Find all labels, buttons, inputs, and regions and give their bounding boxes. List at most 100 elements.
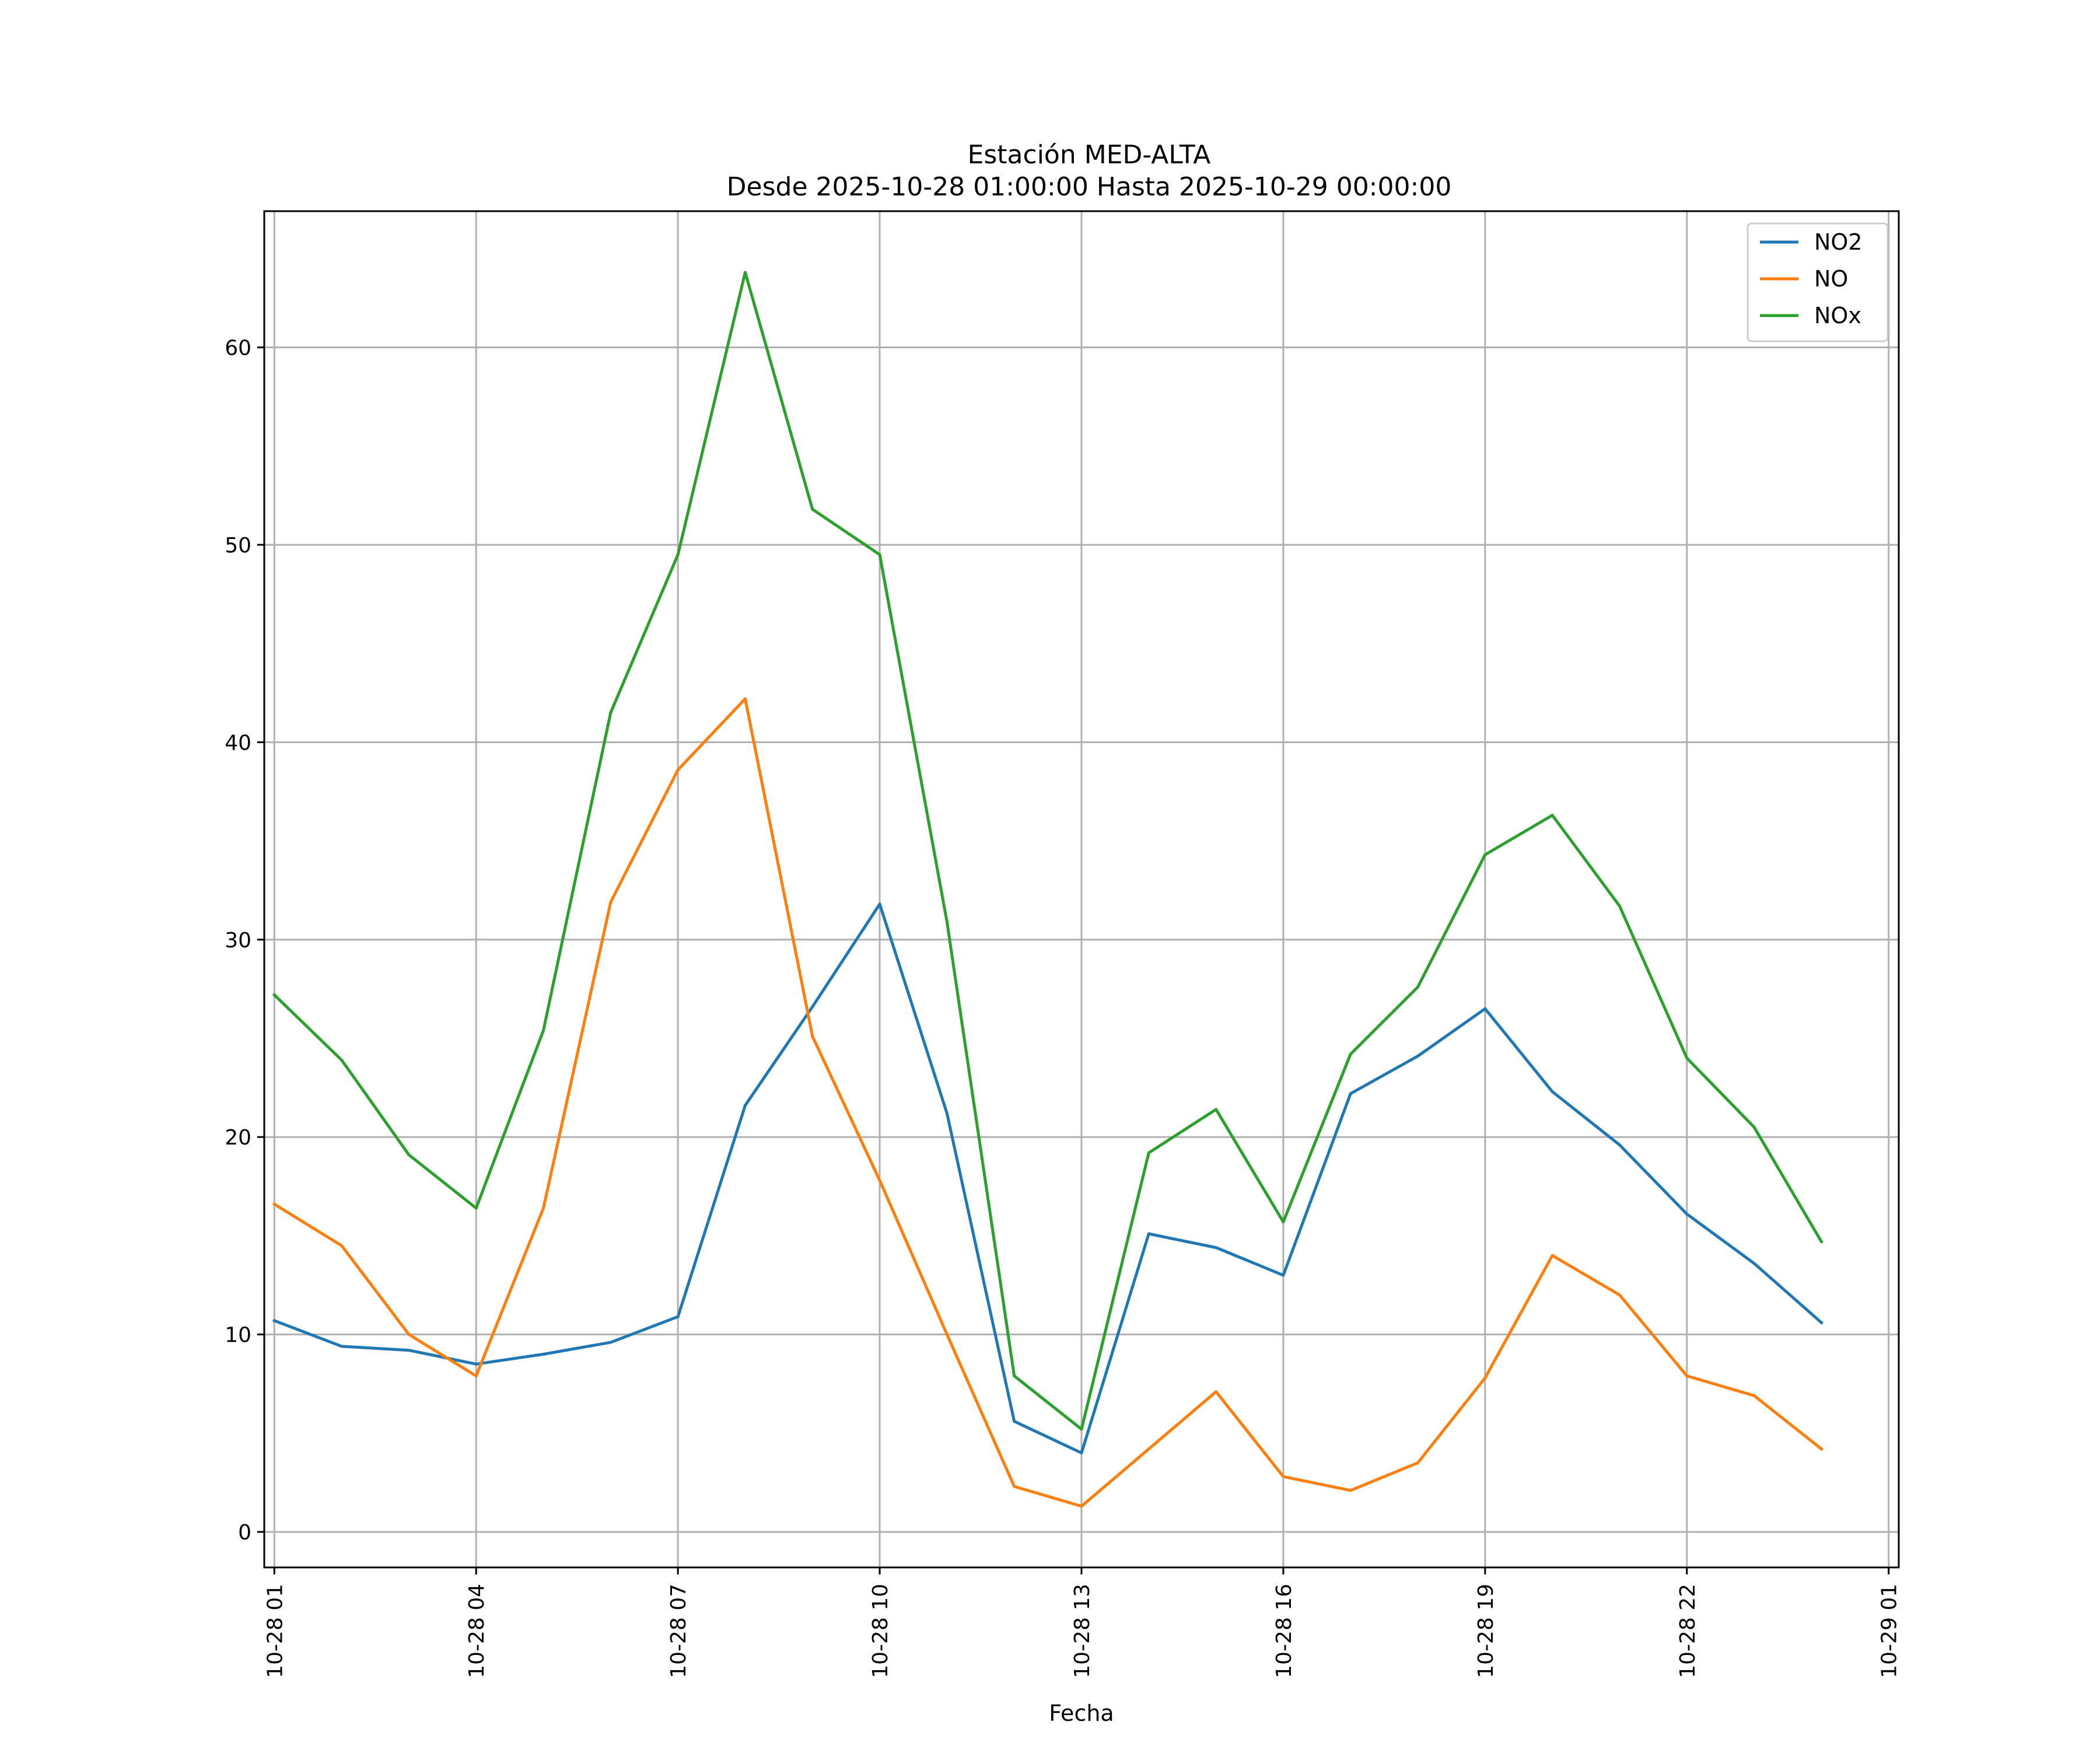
data-point-no <box>1080 1504 1083 1508</box>
data-point-no <box>1618 1293 1621 1297</box>
legend-label-nox: NOx <box>1814 303 1861 328</box>
x-axis-label: Fecha <box>1049 1700 1114 1726</box>
chart-title-line-1: Estación MED-ALTA <box>968 140 1211 170</box>
data-point-no <box>272 1202 276 1206</box>
data-point-no2 <box>743 1104 747 1107</box>
series-lines <box>272 271 1824 1508</box>
data-point-no2 <box>1349 1092 1352 1096</box>
data-point-nox <box>676 553 680 556</box>
data-point-nox <box>1013 1374 1016 1378</box>
data-point-no2 <box>1214 1246 1218 1250</box>
axis-ticks: 0 10 20 30 40 50 60 10-28 01 10-28 04 10-28 07 10-… <box>225 337 1902 1678</box>
data-point-no2 <box>1550 1090 1554 1093</box>
data-point-no2 <box>811 1005 814 1009</box>
data-point-no <box>676 768 680 772</box>
x-tick-label: 10-28 19 <box>1474 1584 1498 1678</box>
data-point-no2 <box>272 1319 276 1322</box>
data-point-no2 <box>1147 1232 1150 1236</box>
y-tick-label: 20 <box>225 1126 251 1150</box>
data-point-no2 <box>1282 1273 1285 1277</box>
data-point-no <box>1214 1390 1218 1394</box>
legend: NO2 NO NOx <box>1746 222 1889 342</box>
x-tick-label: 10-28 07 <box>667 1584 691 1678</box>
data-point-nox <box>1416 985 1420 989</box>
data-point-no2 <box>542 1352 545 1356</box>
x-tick-label: 10-28 10 <box>869 1584 892 1678</box>
data-point-nox <box>1282 1220 1285 1224</box>
data-point-no2 <box>1618 1143 1621 1147</box>
data-point-nox <box>1685 1056 1689 1060</box>
data-point-no <box>811 1035 814 1038</box>
x-tick-label: 10-28 16 <box>1272 1584 1296 1678</box>
data-point-nox <box>407 1153 411 1157</box>
data-point-nox <box>945 920 949 923</box>
data-point-no <box>1416 1461 1420 1465</box>
data-point-no <box>609 900 612 904</box>
y-tick-label: 30 <box>225 929 251 953</box>
series-line-no <box>272 697 1824 1508</box>
data-point-no <box>407 1333 411 1336</box>
data-point-nox <box>1214 1108 1218 1111</box>
data-point-nox <box>1080 1427 1083 1431</box>
y-tick-label: 50 <box>225 534 251 558</box>
series-line-no2 <box>272 902 1824 1455</box>
data-point-nox <box>609 711 612 715</box>
chart-title-line-2: Desde 2025-10-28 01:00:00 Hasta 2025-10-… <box>727 172 1452 202</box>
data-point-no <box>1483 1376 1487 1380</box>
data-point-no <box>945 1333 949 1336</box>
data-point-nox <box>542 1028 545 1032</box>
data-point-no2 <box>1080 1451 1083 1455</box>
x-tick-label: 10-28 01 <box>263 1584 287 1678</box>
data-point-nox <box>1147 1151 1150 1154</box>
data-point-nox <box>1618 904 1621 908</box>
data-point-nox <box>1819 1240 1823 1244</box>
x-tick-label: 10-28 13 <box>1070 1584 1094 1678</box>
data-point-nox <box>811 508 814 511</box>
data-point-no2 <box>340 1345 344 1348</box>
y-tick-label: 0 <box>238 1521 251 1545</box>
x-tick-label: 10-29 01 <box>1878 1584 1902 1678</box>
y-tick-label: 60 <box>225 337 251 360</box>
data-point-no2 <box>474 1362 478 1366</box>
data-point-no <box>1147 1447 1150 1451</box>
data-point-no <box>1685 1374 1689 1378</box>
data-point-nox <box>340 1058 344 1062</box>
data-point-no2 <box>609 1340 612 1344</box>
legend-label-no2: NO2 <box>1814 229 1863 255</box>
legend-box <box>1746 222 1889 342</box>
data-point-no2 <box>676 1315 680 1318</box>
data-point-nox <box>1349 1052 1352 1056</box>
data-point-no <box>1282 1475 1285 1478</box>
data-point-no <box>474 1374 478 1378</box>
data-point-nox <box>272 993 276 997</box>
legend-label-no: NO <box>1814 266 1848 292</box>
data-point-no <box>542 1206 545 1210</box>
data-point-no <box>1013 1485 1016 1488</box>
x-tick-label: 10-28 04 <box>465 1584 489 1678</box>
y-tick-label: 10 <box>225 1324 251 1348</box>
data-point-no <box>1752 1394 1756 1398</box>
data-point-nox <box>743 271 747 274</box>
data-point-no <box>878 1179 881 1182</box>
grid-lines <box>264 211 1899 1567</box>
data-point-no2 <box>1752 1262 1756 1265</box>
data-point-no2 <box>878 902 881 906</box>
data-point-nox <box>878 553 881 556</box>
data-point-nox <box>1483 853 1487 856</box>
series-line-nox <box>272 271 1824 1431</box>
x-tick-label: 10-28 22 <box>1676 1584 1700 1678</box>
data-point-no <box>1550 1254 1554 1257</box>
data-point-no2 <box>1416 1054 1420 1058</box>
data-point-no2 <box>1483 1007 1487 1010</box>
data-point-no2 <box>1685 1212 1689 1216</box>
data-point-no <box>1349 1489 1352 1492</box>
data-point-no2 <box>1819 1321 1823 1324</box>
plot-frame <box>263 210 1900 1569</box>
data-point-no2 <box>945 1112 949 1115</box>
data-point-nox <box>474 1206 478 1210</box>
data-point-no2 <box>1013 1420 1016 1423</box>
data-point-nox <box>1752 1125 1756 1129</box>
data-point-no <box>1819 1447 1823 1451</box>
data-point-no2 <box>407 1349 411 1352</box>
